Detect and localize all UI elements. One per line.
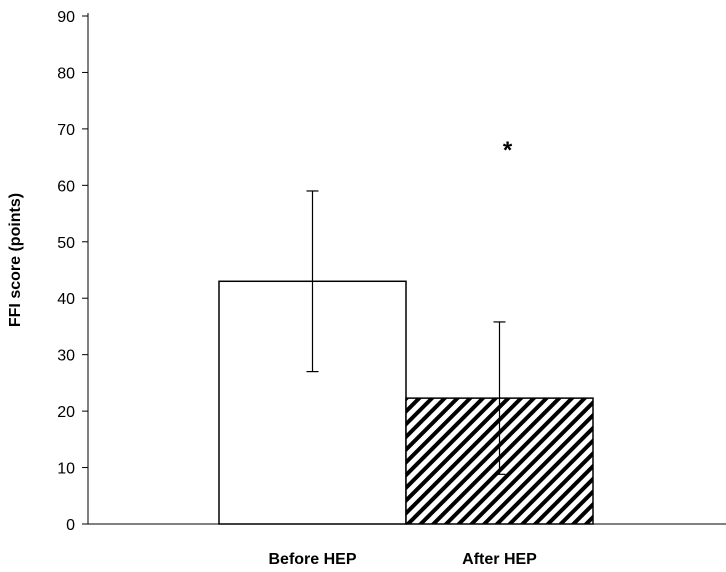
y-tick-label: 50 bbox=[57, 235, 75, 252]
y-tick-label: 40 bbox=[57, 291, 75, 308]
y-tick-label: 90 bbox=[57, 9, 75, 26]
bars bbox=[218, 280, 594, 525]
x-tick-label: Before HEP bbox=[268, 551, 356, 568]
annotations: * bbox=[503, 137, 513, 164]
y-axis-title: FFI score (points) bbox=[7, 193, 24, 327]
y-ticks: 0 10 20 30 40 50 60 70 80 90 bbox=[57, 9, 88, 534]
y-tick-label: 80 bbox=[57, 65, 75, 82]
y-tick-label: 10 bbox=[57, 461, 75, 478]
y-tick-label: 30 bbox=[57, 348, 75, 365]
y-tick-label: 20 bbox=[57, 404, 75, 421]
significance-marker: * bbox=[503, 137, 513, 164]
error-bars bbox=[306, 190, 506, 475]
y-tick-label: 0 bbox=[66, 517, 75, 534]
x-tick-labels: Before HEP After HEP bbox=[268, 551, 537, 568]
y-tick-label: 70 bbox=[57, 122, 75, 139]
x-tick-label: After HEP bbox=[462, 551, 537, 568]
y-tick-label: 60 bbox=[57, 178, 75, 195]
